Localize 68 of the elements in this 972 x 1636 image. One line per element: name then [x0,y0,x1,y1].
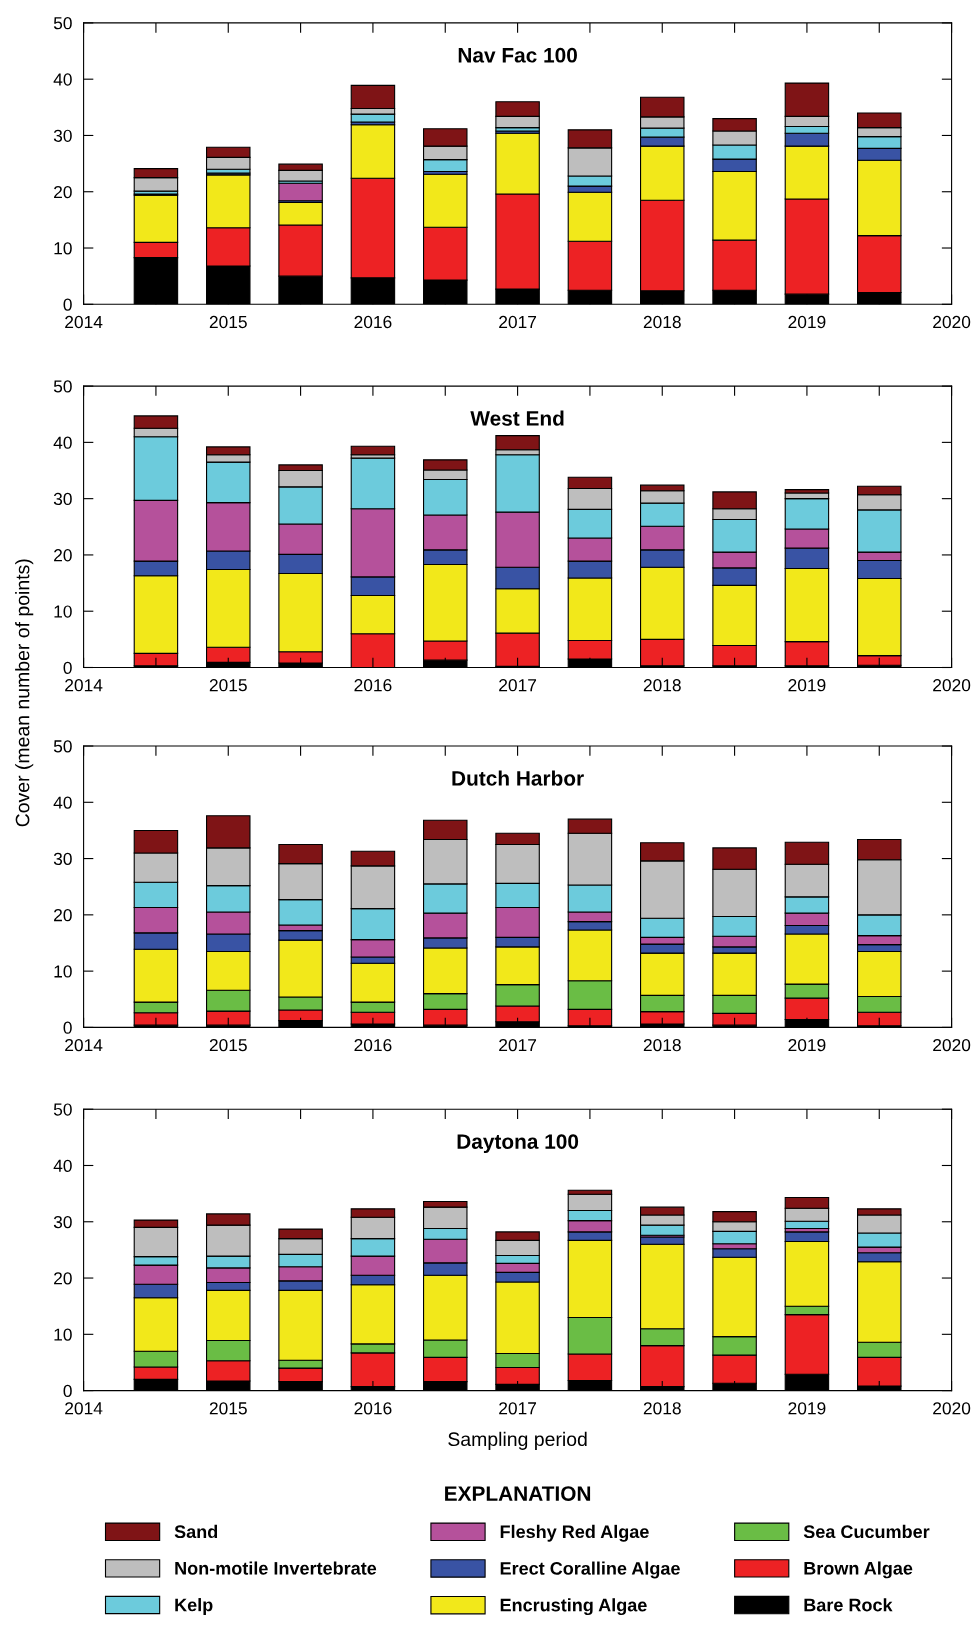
x-tick-label: 2015 [209,1038,247,1052]
y-tick-label: 0 [63,1384,72,1398]
x-tick-label: 2016 [354,679,392,692]
text: Daytona 100 [457,1134,579,1154]
y-tick-label: 30 [53,852,72,866]
y-tick-label: 20 [54,1272,72,1285]
x-tick-label: 2016 [354,315,392,329]
text: Nav Fac 100 [458,47,577,63]
y-tick-label: 50 [53,380,72,393]
x-tick-label: 2018 [643,679,681,692]
legend-label: Brown Algae [804,1561,913,1579]
legend-label: Kelp [175,1598,213,1615]
x-tick-label: 2014 [65,315,103,329]
legend-label: Erect Coralline Algae [500,1561,680,1579]
legend-label: Sea Cucumber [803,1524,930,1539]
x-tick-label: 2017 [499,315,537,329]
x-tick-label: 2018 [643,1038,681,1052]
x-tick-label: 2015 [209,679,247,692]
x-tick-label: 2019 [788,1402,826,1415]
y-tick-label: 30 [53,1215,72,1229]
x-tick-label: 2020 [933,1402,971,1415]
y-tick-label: 40 [53,436,72,449]
x-tick-label: 2017 [499,1402,537,1415]
y-tick-label: 40 [53,1159,72,1172]
x-tick-label: 2018 [643,315,681,329]
legend-label: Encrusting Algae [500,1598,647,1616]
x-tick-label: 2016 [354,1038,392,1052]
x-tick-label: 2019 [788,315,826,329]
x-tick-label: 2016 [354,1402,392,1415]
y-tick-label: 20 [54,185,72,199]
y-tick-label: 50 [53,740,72,753]
y-tick-label: 20 [54,909,72,922]
y-tick-label: 30 [53,129,72,142]
y-tick-label: 50 [53,17,72,30]
x-tick-label: 2015 [209,315,247,329]
legend-title: EXPLANATION [445,1486,591,1501]
legend-label: Non-motile Invertebrate [175,1561,377,1575]
x-tick-label: 2015 [209,1402,247,1415]
legend-label: Sand [174,1524,218,1539]
y-tick-label: 10 [54,1328,72,1341]
legend-label: Bare Rock [804,1598,893,1612]
y-tick-label: 20 [54,549,72,562]
x-tick-label: 2014 [65,679,103,692]
y-tick-label: 0 [63,298,72,311]
y-tick-label: 0 [63,661,72,674]
legend-label: Fleshy Red Algae [500,1524,649,1542]
x-axis-title: Sampling period [448,1431,587,1450]
x-tick-label: 2017 [499,1038,537,1052]
x-tick-label: 2017 [499,679,537,692]
x-tick-label: 2014 [65,1038,103,1052]
y-tick-label: 40 [53,796,72,809]
y-axis-title: Cover (mean number of points) [15,559,34,827]
x-tick-label: 2020 [933,315,971,329]
y-tick-label: 10 [54,242,72,255]
y-tick-label: 0 [63,1021,72,1034]
x-tick-label: 2020 [933,679,971,692]
y-tick-label: 40 [53,73,72,86]
x-tick-label: 2018 [643,1402,681,1415]
y-tick-label: 10 [54,605,72,618]
y-tick-label: 10 [54,965,72,978]
x-tick-label: 2019 [788,1038,826,1052]
text: Dutch Harbor [452,770,584,786]
x-tick-label: 2020 [933,1038,971,1052]
x-tick-label: 2019 [788,679,826,692]
text: West End [470,410,564,426]
x-tick-label: 2014 [65,1402,103,1415]
y-tick-label: 30 [53,492,72,506]
y-tick-label: 50 [53,1103,72,1116]
